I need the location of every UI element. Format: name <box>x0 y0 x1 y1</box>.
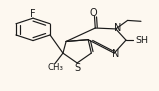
Text: N: N <box>112 49 120 59</box>
Text: S: S <box>75 63 81 73</box>
Text: CH₃: CH₃ <box>47 63 63 72</box>
Text: F: F <box>30 9 36 19</box>
Text: SH: SH <box>135 36 149 45</box>
Text: O: O <box>90 8 97 18</box>
Text: N: N <box>114 23 121 33</box>
